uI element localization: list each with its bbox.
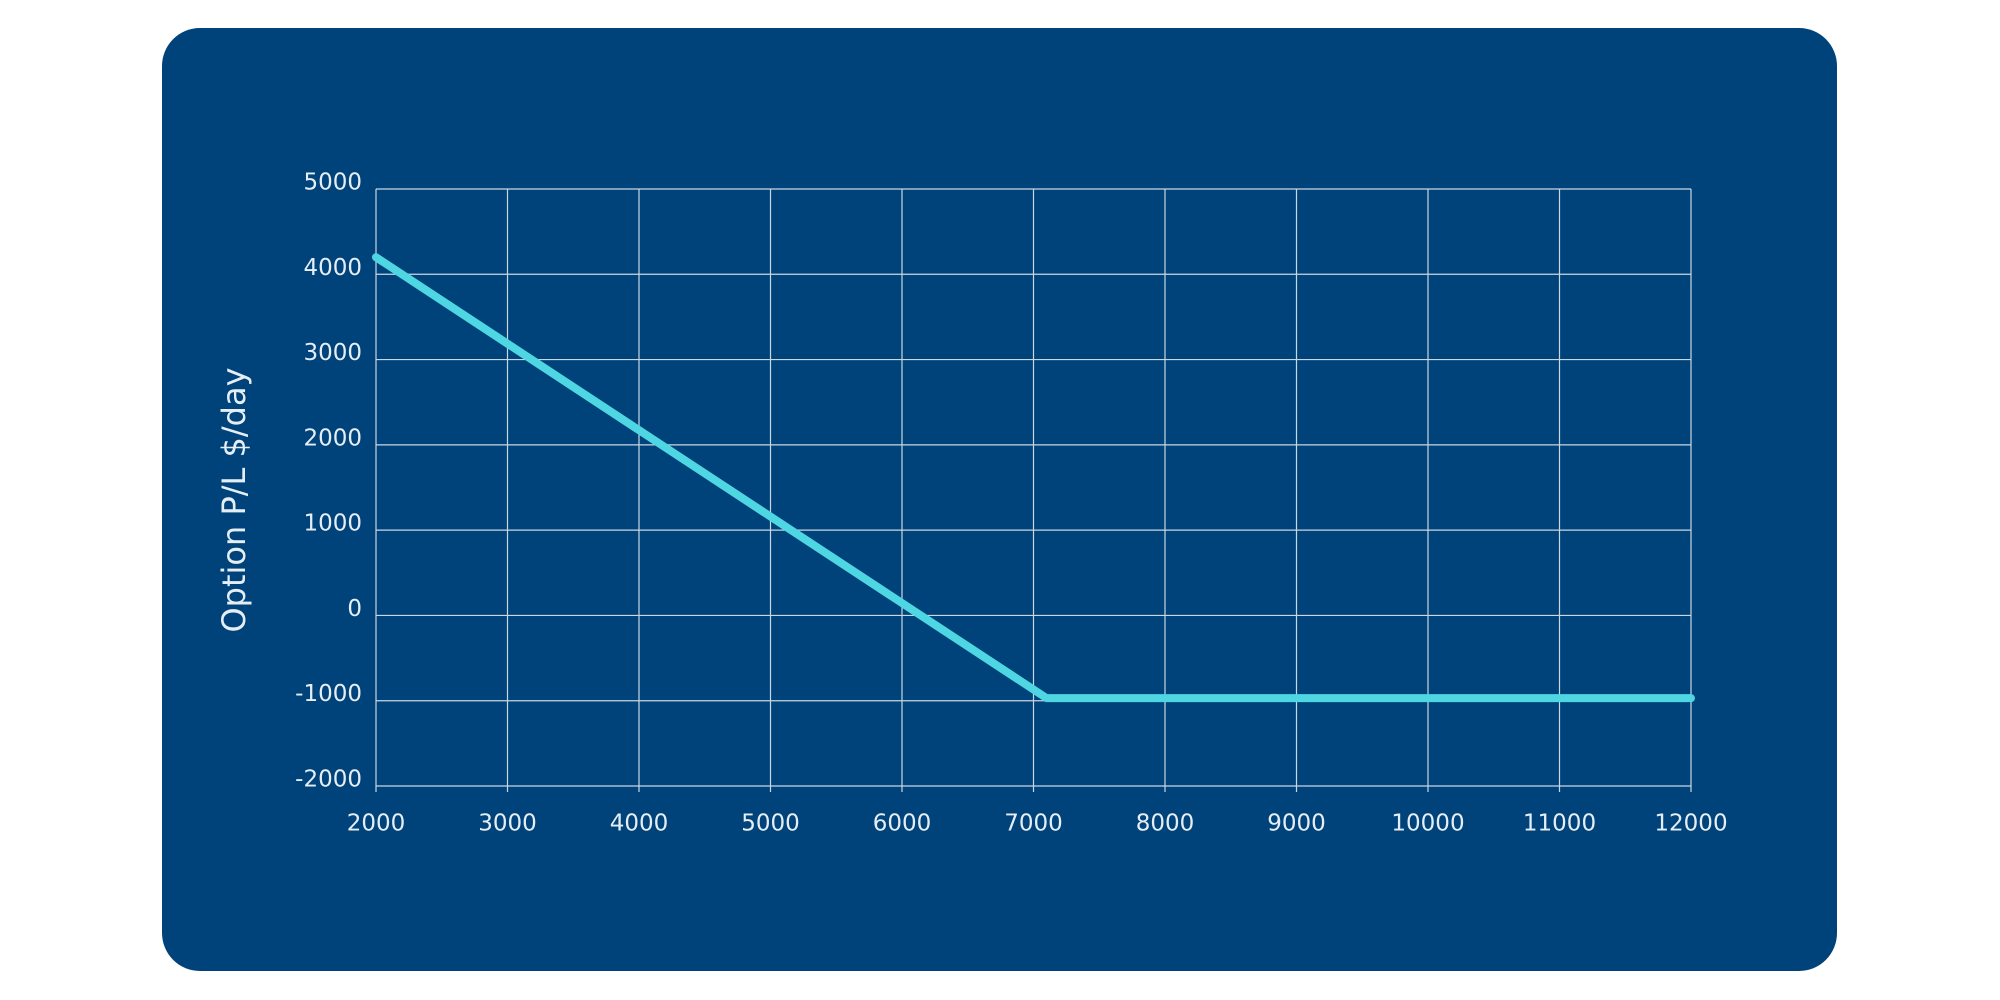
y-tick-label: -2000 bbox=[295, 767, 362, 793]
y-tick-label: -1000 bbox=[295, 681, 362, 707]
y-tick-label: 2000 bbox=[303, 425, 362, 451]
x-tick-label: 7000 bbox=[1004, 811, 1063, 837]
y-axis-label: Option P/L $/day bbox=[215, 367, 253, 632]
x-tick-label: 3000 bbox=[478, 811, 537, 837]
x-tick-label: 10000 bbox=[1391, 811, 1464, 837]
x-tick-label: 2000 bbox=[347, 811, 406, 837]
x-tick-label: 6000 bbox=[873, 811, 932, 837]
card bbox=[162, 28, 1837, 971]
x-tick-label: 12000 bbox=[1654, 811, 1727, 837]
line bbox=[372, 253, 1695, 703]
x-tick-label: 9000 bbox=[1267, 811, 1326, 837]
x-tick-label: 4000 bbox=[610, 811, 669, 837]
y-tick-label: 4000 bbox=[303, 255, 362, 281]
y-tick-label: 5000 bbox=[303, 170, 362, 196]
y-tick-label: 1000 bbox=[303, 511, 362, 537]
y-tick-label: 0 bbox=[347, 596, 362, 622]
x-tick-label: 8000 bbox=[1136, 811, 1195, 837]
x-tick-label: 11000 bbox=[1523, 811, 1596, 837]
x-tick-label: 5000 bbox=[741, 811, 800, 837]
y-tick-label: 3000 bbox=[303, 340, 362, 366]
